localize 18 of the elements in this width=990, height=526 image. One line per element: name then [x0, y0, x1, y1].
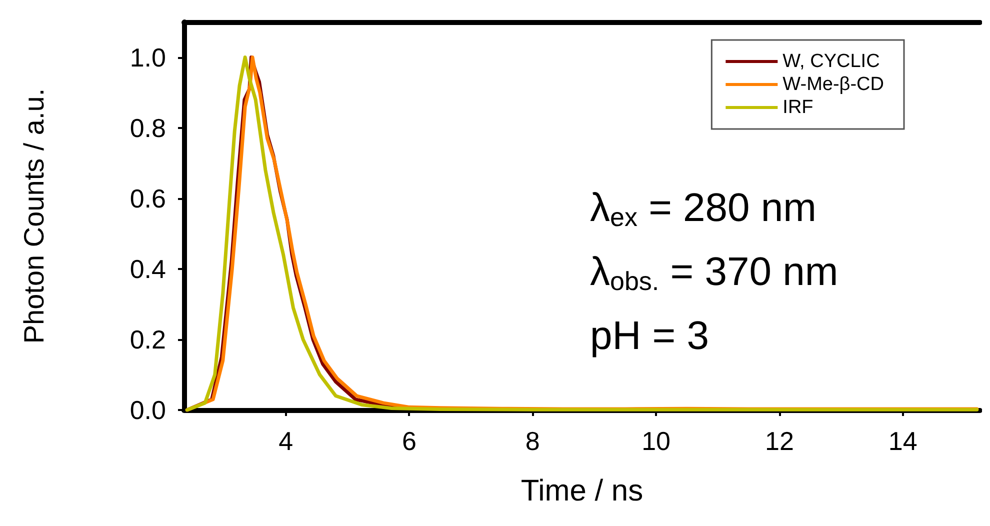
- annotation: pH = 3: [590, 314, 709, 358]
- legend-label: IRF: [782, 97, 814, 118]
- x-tick-label: 4: [278, 426, 294, 456]
- y-tick-label: 0.6: [130, 183, 166, 214]
- y-tick-label: 0.8: [130, 112, 166, 143]
- y-tick-label: 1.0: [130, 42, 166, 72]
- y-tick-label: 0.0: [130, 395, 166, 425]
- legend-label: W-Me-β-CD: [782, 74, 884, 95]
- x-tick-label: 6: [402, 426, 416, 456]
- x-axis-title: Time / ns: [520, 474, 644, 508]
- y-tick-label: 0.4: [130, 254, 166, 284]
- y-axis-title: Photon Counts / a.u.: [18, 88, 50, 344]
- x-tick-label: 12: [764, 426, 794, 456]
- x-tick-label: 14: [888, 426, 918, 456]
- y-tick-label: 0.2: [130, 324, 166, 354]
- x-tick-label: 8: [525, 426, 540, 456]
- legend-label: W, CYCLIC: [782, 51, 880, 72]
- x-tick-label: 10: [642, 426, 671, 456]
